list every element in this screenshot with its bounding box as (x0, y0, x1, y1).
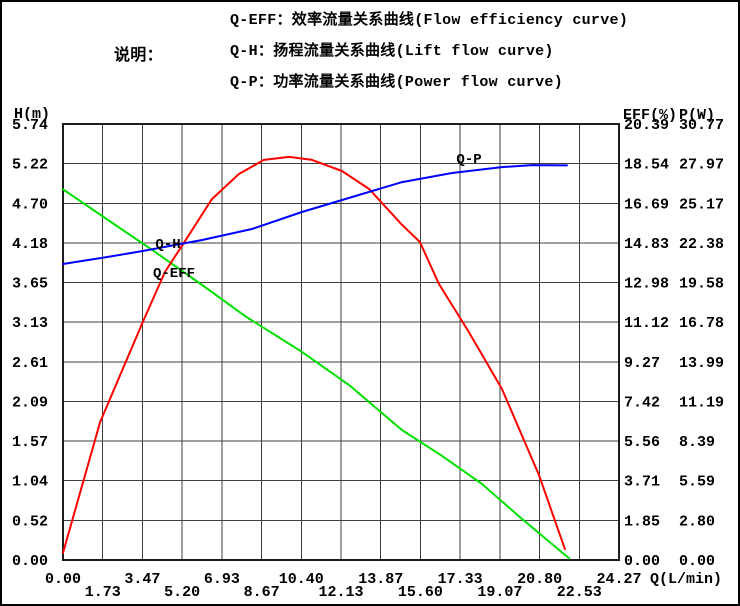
p-axis-tick-label: 16.78 (679, 315, 724, 332)
x-axis-title: Q(L/min) (650, 571, 722, 588)
h-axis-tick-label: 2.61 (12, 355, 48, 372)
x-axis-tick-label: 1.73 (85, 584, 121, 601)
p-axis-title: P(W) (679, 107, 715, 124)
p-axis-tick-label: 0.00 (679, 553, 715, 570)
plot-border (62, 123, 620, 561)
p-axis-tick-label: 19.58 (679, 276, 724, 293)
x-axis-tick-label: 0.00 (45, 571, 81, 588)
eff-axis-title: EFF(%) (623, 107, 677, 124)
x-axis-tick-label: 6.93 (204, 571, 240, 588)
legend-line-q-eff: Q-EFF：效率流量关系曲线(Flow efficiency curve) (230, 12, 629, 29)
eff-axis-tick-label: 11.12 (624, 315, 669, 332)
h-axis-tick-label: 0.00 (12, 553, 48, 570)
p-axis-tick-label: 13.99 (679, 355, 724, 372)
x-axis-tick-label: 17.33 (438, 571, 483, 588)
x-axis-tick-label: 15.60 (398, 584, 443, 601)
h-axis-tick-label: 5.74 (12, 117, 48, 134)
x-axis-tick-label: 22.53 (557, 584, 602, 601)
eff-axis-tick-label: 9.27 (624, 355, 660, 372)
eff-axis-tick-label: 5.56 (624, 434, 660, 451)
eff-axis-tick-label: 18.54 (624, 157, 669, 174)
curve-q-h (62, 188, 571, 560)
h-axis-tick-label: 3.65 (12, 276, 48, 293)
x-axis-tick-label: 8.67 (244, 584, 280, 601)
p-axis-tick-label: 22.38 (679, 236, 724, 253)
h-axis-tick-label: 3.13 (12, 315, 48, 332)
h-axis-tick-label: 1.04 (12, 474, 48, 491)
p-axis-tick-label: 5.59 (679, 474, 715, 491)
x-axis-tick-label: 24.27 (596, 571, 641, 588)
x-axis-tick-label: 20.80 (517, 571, 562, 588)
eff-axis-tick-label: 1.85 (624, 513, 660, 530)
p-axis-tick-label: 11.19 (679, 394, 724, 411)
curve-label-q-h: Q-H (155, 237, 180, 253)
h-axis-tick-label: 4.70 (12, 196, 48, 213)
p-axis-tick-label: 30.77 (679, 117, 724, 134)
h-axis-tick-label: 2.09 (12, 394, 48, 411)
h-axis-tick-label: 0.52 (12, 513, 48, 530)
p-axis-tick-label: 27.97 (679, 157, 724, 174)
h-axis-title: H(m) (14, 106, 50, 123)
eff-axis-tick-label: 7.42 (624, 394, 660, 411)
eff-axis-tick-label: 0.00 (624, 553, 660, 570)
h-axis-tick-label: 5.22 (12, 157, 48, 174)
x-axis-tick-label: 10.40 (279, 571, 324, 588)
curve-q-eff (62, 155, 566, 554)
x-axis-tick-label: 12.13 (318, 584, 363, 601)
legend-title: 说明： (114, 47, 163, 65)
legend-line-q-p: Q-P：功率流量关系曲线(Power flow curve) (230, 74, 564, 91)
curve-label-q-eff: Q-EFF (153, 266, 195, 282)
p-axis-tick-label: 2.80 (679, 513, 715, 530)
p-axis-tick-label: 8.39 (679, 434, 715, 451)
h-axis-tick-label: 1.57 (12, 434, 48, 451)
eff-axis-tick-label: 14.83 (624, 236, 669, 253)
x-axis-tick-label: 3.47 (124, 571, 160, 588)
eff-axis-tick-label: 16.69 (624, 196, 669, 213)
p-axis-tick-label: 25.17 (679, 196, 724, 213)
eff-axis-tick-label: 12.98 (624, 276, 669, 293)
curve-q-p (62, 164, 568, 265)
eff-axis-tick-label: 20.39 (624, 117, 669, 134)
x-axis-tick-label: 13.87 (358, 571, 403, 588)
eff-axis-tick-label: 3.71 (624, 474, 660, 491)
x-axis-tick-label: 19.07 (477, 584, 522, 601)
curve-label-q-p: Q-P (456, 152, 481, 168)
legend-line-q-h: Q-H：扬程流量关系曲线(Lift flow curve) (230, 43, 554, 60)
x-axis-tick-label: 5.20 (164, 584, 200, 601)
h-axis-tick-label: 4.18 (12, 236, 48, 253)
